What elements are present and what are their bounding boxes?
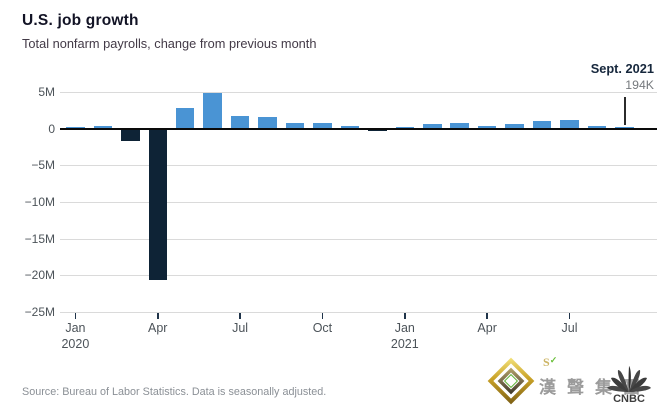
x-axis-label: Jan	[394, 321, 415, 335]
leaf-accent-icon: ✓	[549, 355, 558, 365]
bar-aug-2021	[587, 125, 607, 129]
bar-nov-2020	[340, 126, 360, 129]
bar-jan-2020	[66, 127, 85, 129]
chart-subtitle: Total nonfarm payrolls, change from prev…	[22, 36, 317, 51]
bar-jul-2021	[560, 120, 579, 129]
x-axis-tick-apr-2021	[486, 312, 488, 319]
gridline-−15M	[60, 238, 657, 240]
bar-sep-2021	[615, 127, 634, 129]
bar-jul-2020	[230, 116, 250, 129]
x-axis-year-label: 2020	[61, 337, 90, 351]
x-axis-label: Jul	[232, 321, 249, 335]
y-axis-label-−20M: −20M	[24, 268, 55, 283]
bar-aug-2020	[258, 116, 277, 129]
bar-jan-2021	[395, 127, 415, 129]
x-axis-tick-jan-2020	[74, 312, 77, 319]
x-axis-year-label: 2021	[390, 337, 419, 351]
latest-point-annotation: Sept. 2021 194K	[591, 61, 654, 92]
source-note: Source: Bureau of Labor Statistics. Data…	[22, 386, 327, 398]
bar-feb-2021	[423, 124, 442, 129]
zero-baseline	[60, 128, 657, 130]
annotation-label: Sept. 2021	[590, 61, 654, 76]
y-axis-label-0: 0	[48, 121, 55, 136]
chart-title: U.S. job growth	[22, 12, 139, 29]
bar-dec-2020	[368, 128, 387, 131]
x-axis-label: Apr	[477, 321, 497, 335]
watermark-s-mark: S✓	[543, 355, 558, 369]
bar-oct-2020	[313, 123, 332, 129]
bar-sep-2020	[285, 123, 305, 129]
y-axis-label-−5M: −5M	[31, 158, 55, 173]
x-axis-tick-jul-2021	[568, 312, 571, 319]
x-axis-tick-oct-2020	[321, 312, 324, 319]
x-axis-tick-apr-2020	[157, 312, 159, 319]
x-axis-label: Jan	[65, 321, 86, 335]
bar-feb-2020	[93, 126, 113, 129]
x-axis-tick-jul-2020	[239, 312, 241, 319]
y-axis-label-−15M: −15M	[24, 231, 55, 246]
x-axis-tick-jan-2021	[404, 312, 406, 319]
y-axis-label-−10M: −10M	[24, 194, 55, 209]
gridline-−20M	[60, 275, 657, 277]
gridline-−10M	[60, 201, 657, 203]
bar-may-2020	[175, 107, 195, 129]
x-axis-label: Jul	[561, 321, 578, 335]
bar-apr-2021	[477, 126, 497, 129]
x-axis-label: Oct	[312, 321, 333, 335]
watermark-diamond-logo-icon	[487, 357, 535, 405]
bar-jun-2021	[532, 121, 552, 129]
y-axis-label-−25M: −25M	[24, 305, 55, 319]
bar-jun-2020	[203, 93, 222, 129]
cnbc-wordmark: CNBC	[613, 393, 645, 405]
bar-mar-2021	[450, 122, 469, 129]
gridline-5M	[60, 91, 657, 93]
bar-may-2021	[505, 124, 524, 129]
gridline-−5M	[60, 165, 657, 167]
annotation-value: 194K	[625, 78, 654, 92]
gridline-−25M	[60, 312, 657, 313]
x-axis-label: Apr	[148, 321, 168, 335]
bar-mar-2020	[121, 128, 140, 141]
annotation-pointer-line	[624, 97, 626, 126]
bar-apr-2020	[148, 128, 167, 281]
y-axis-label-5M: 5M	[38, 84, 55, 99]
cnbc-logo-icon: CNBC	[607, 366, 651, 405]
